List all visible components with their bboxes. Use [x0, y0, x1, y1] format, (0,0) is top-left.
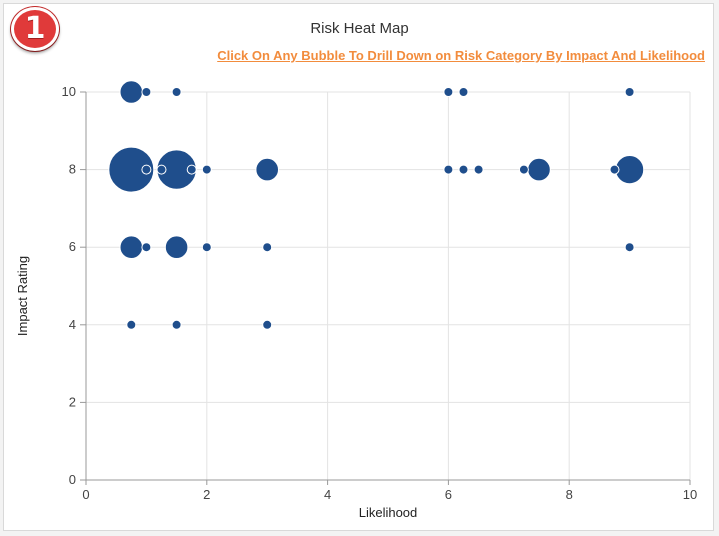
risk-bubble[interactable]	[262, 242, 273, 253]
risk-bubble[interactable]	[443, 87, 454, 97]
y-tick-label: 6	[69, 239, 76, 254]
risk-bubble[interactable]	[624, 242, 635, 253]
risk-bubble[interactable]	[164, 235, 189, 259]
step-number-badge: 1	[11, 7, 59, 51]
risk-bubble[interactable]	[624, 87, 635, 97]
tick-labels: 0 2 4 6 8 10 0 2 4 6 8 10	[62, 84, 698, 502]
drill-down-link[interactable]: Click On Any Bubble To Drill Down on Ris…	[217, 48, 705, 63]
x-tick-label: 4	[324, 487, 331, 502]
risk-bubble[interactable]	[458, 164, 469, 175]
y-axis-title: Impact Rating	[15, 256, 30, 336]
risk-bubble[interactable]	[126, 319, 137, 330]
chart-title: Risk Heat Map	[310, 20, 409, 37]
risk-bubble[interactable]	[201, 242, 212, 253]
y-tick-label: 2	[69, 394, 76, 409]
risk-bubble[interactable]	[458, 87, 469, 97]
risk-bubble[interactable]	[255, 157, 280, 182]
risk-bubble[interactable]	[186, 164, 197, 175]
risk-bubble[interactable]	[119, 235, 144, 259]
risk-bubble[interactable]	[518, 164, 529, 175]
risk-bubble[interactable]	[609, 164, 620, 175]
risk-bubble[interactable]	[156, 164, 167, 175]
risk-bubble[interactable]	[201, 164, 212, 175]
risk-bubble[interactable]	[141, 164, 152, 175]
x-tick-label: 2	[203, 487, 210, 502]
step-number: 1	[24, 11, 46, 46]
bubbles[interactable]	[108, 80, 645, 330]
risk-bubble[interactable]	[443, 164, 454, 175]
risk-bubble[interactable]	[171, 87, 182, 97]
axes	[80, 91, 691, 485]
x-axis-title: Likelihood	[359, 505, 418, 520]
x-tick-label: 0	[82, 487, 89, 502]
y-tick-label: 0	[69, 472, 76, 487]
risk-bubble[interactable]	[527, 157, 551, 182]
x-tick-label: 6	[445, 487, 452, 502]
risk-bubble[interactable]	[119, 80, 144, 104]
risk-bubble[interactable]	[614, 154, 645, 185]
y-tick-label: 10	[62, 84, 76, 99]
risk-bubble[interactable]	[141, 87, 152, 97]
risk-bubble[interactable]	[108, 146, 155, 193]
x-tick-label: 8	[566, 487, 573, 502]
risk-bubble[interactable]	[171, 319, 182, 330]
risk-bubble[interactable]	[473, 164, 484, 175]
risk-bubble[interactable]	[141, 242, 152, 253]
y-tick-label: 8	[69, 162, 76, 177]
y-tick-label: 4	[69, 317, 76, 332]
x-tick-label: 10	[683, 487, 697, 502]
risk-bubble[interactable]	[262, 319, 273, 330]
